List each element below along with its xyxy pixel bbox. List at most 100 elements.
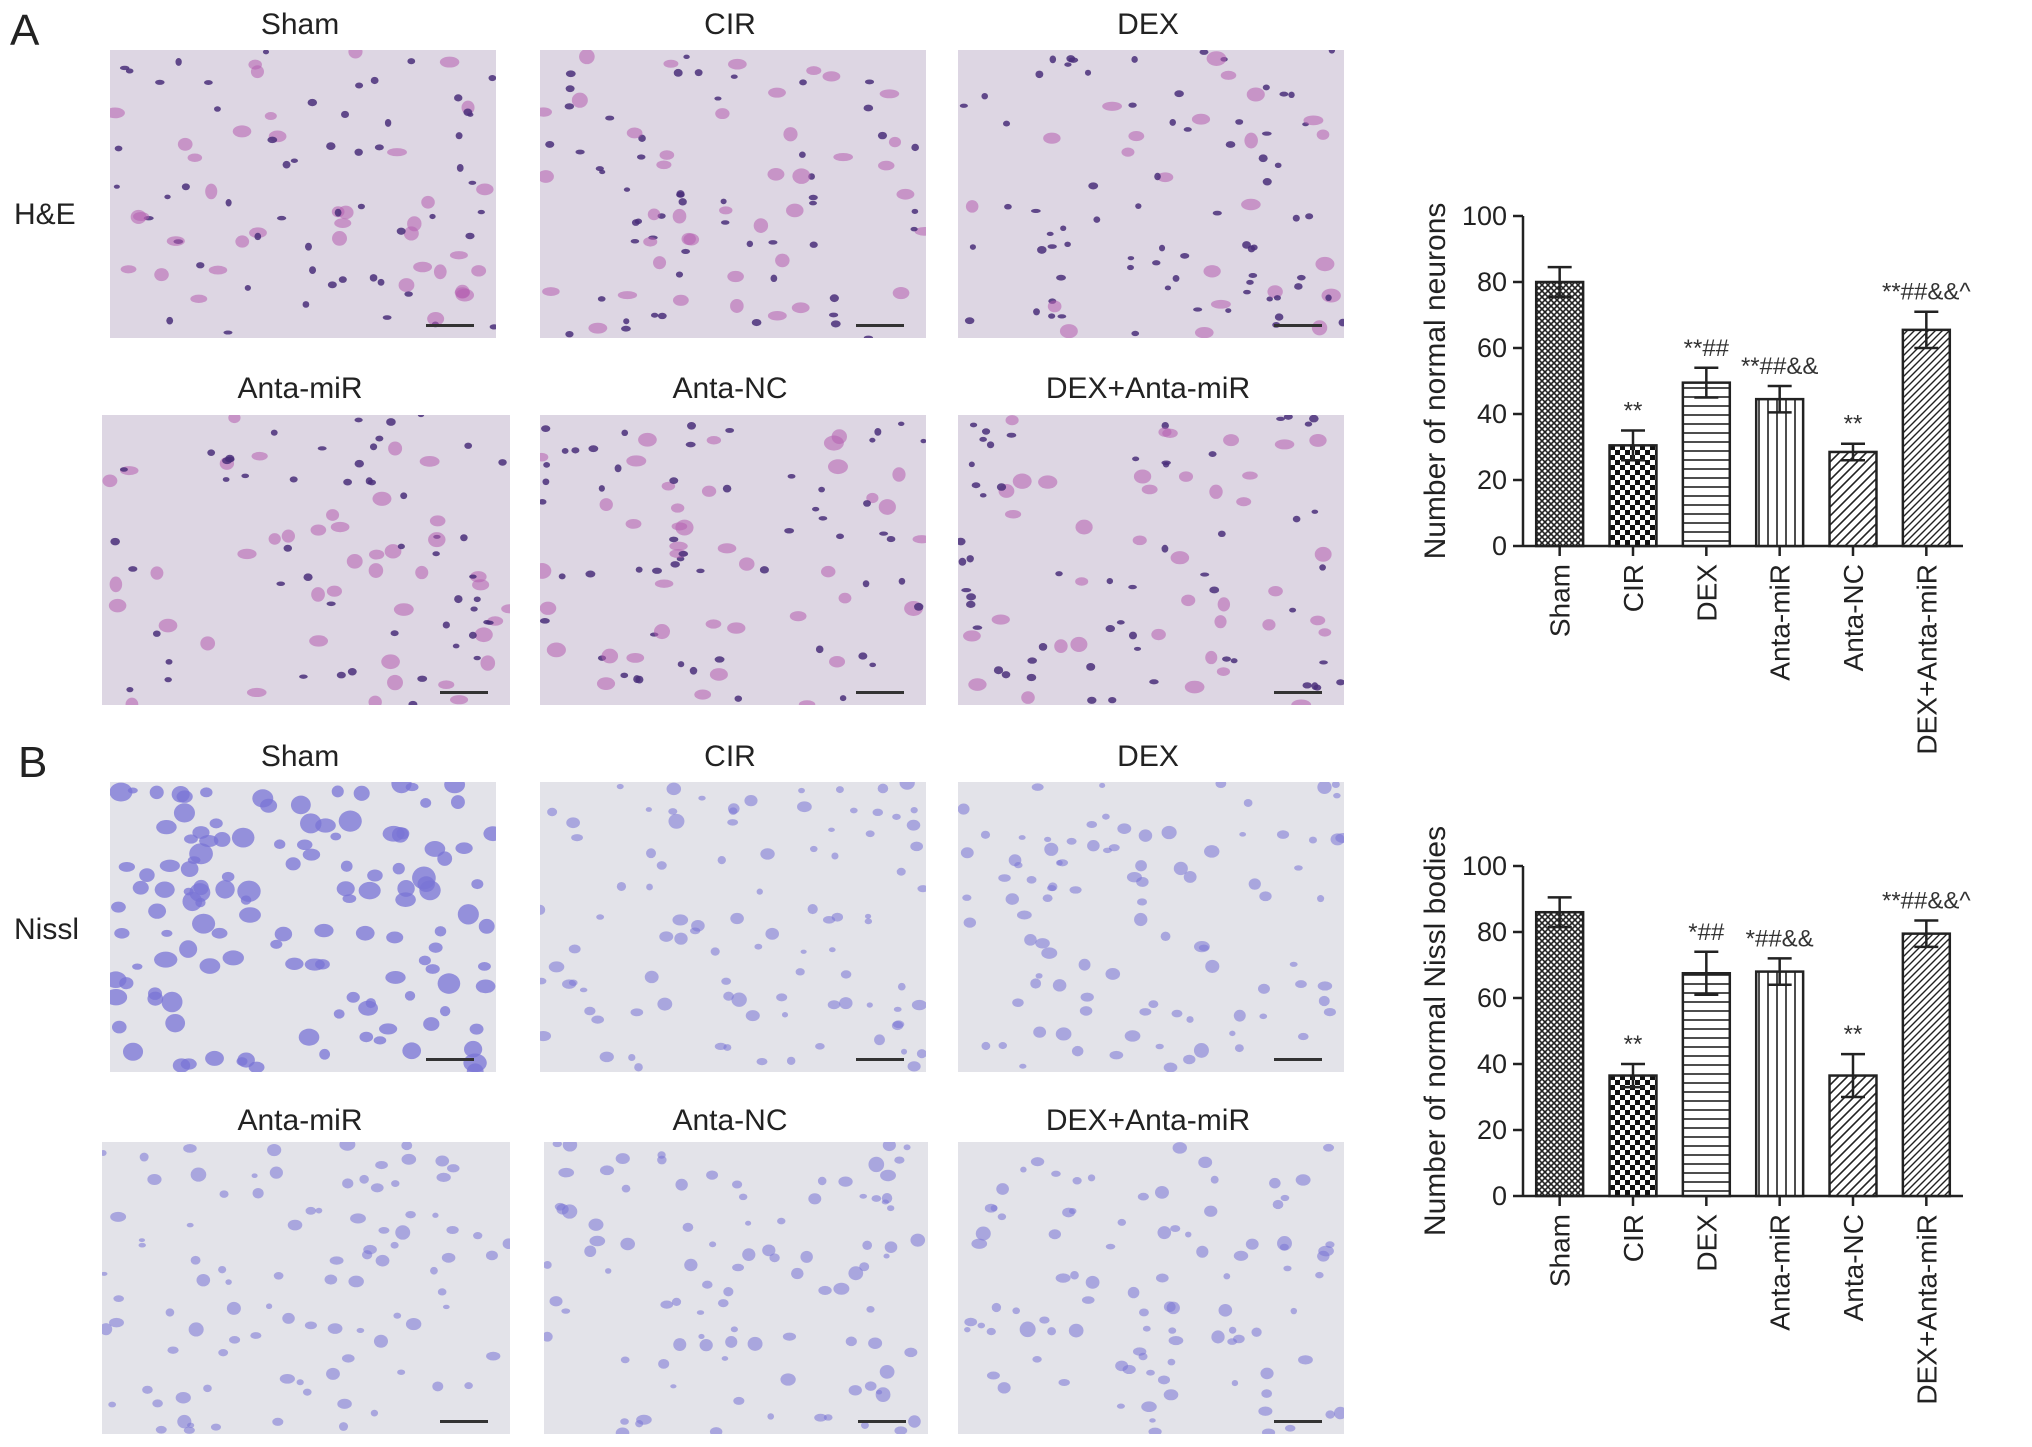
cell-mark [723, 991, 734, 1001]
cell-mark [964, 1326, 971, 1333]
cell-mark [661, 481, 676, 491]
cell-mark [367, 869, 383, 882]
significance-label: ** [1844, 411, 1863, 438]
cell-mark [990, 1204, 998, 1212]
cell-mark [635, 566, 643, 573]
cell-mark [1180, 252, 1190, 259]
cell-mark [623, 318, 630, 325]
cell-mark [1305, 213, 1314, 220]
cell-mark [326, 601, 336, 607]
cell-mark [222, 950, 244, 966]
cell-mark [1234, 1044, 1244, 1053]
cell-mark [830, 320, 841, 328]
cell-mark [236, 1057, 248, 1066]
cell-mark [669, 541, 688, 551]
cell-mark [599, 498, 613, 512]
cell-mark [887, 1205, 895, 1212]
cell-mark [1311, 509, 1319, 514]
error-bar [1621, 1062, 1645, 1089]
cell-mark [205, 1050, 224, 1066]
cell-mark [287, 1219, 303, 1231]
cell-mark [355, 925, 375, 941]
cell-mark [584, 1245, 597, 1258]
cell-mark [397, 1369, 406, 1375]
cell-mark [684, 1258, 698, 1272]
error-bar [1694, 366, 1719, 399]
cell-mark [722, 484, 732, 493]
cell-mark [1290, 1307, 1298, 1315]
cell-mark [561, 448, 569, 454]
cell-mark [175, 1391, 191, 1404]
cell-mark [407, 58, 416, 65]
cell-mark [1161, 825, 1177, 840]
cell-mark [681, 248, 691, 254]
cell-mark [1049, 55, 1057, 64]
cell-mark [1250, 244, 1258, 251]
cell-mark [1128, 131, 1145, 142]
cell-mark [808, 194, 818, 201]
cell-mark [730, 74, 738, 79]
cell-mark [657, 312, 667, 320]
cell-mark [161, 929, 173, 937]
cell-mark [833, 152, 853, 162]
cell-mark [400, 492, 408, 500]
cell-mark [865, 830, 875, 838]
cell-mark [620, 1356, 630, 1364]
cell-mark [814, 1413, 827, 1422]
cell-mark [111, 1020, 127, 1034]
cell-mark [1243, 289, 1251, 295]
cell-mark [1230, 658, 1238, 664]
cell-mark [721, 1356, 729, 1361]
cell-mark [486, 1351, 501, 1361]
cell-mark [730, 298, 744, 313]
cell-mark [437, 1288, 447, 1296]
cell-mark [659, 150, 675, 160]
cell-mark [382, 315, 392, 320]
cell-mark [1080, 992, 1094, 1002]
cell-mark [1205, 959, 1220, 973]
cell-mark [1193, 307, 1203, 312]
cell-mark [368, 695, 382, 705]
cell-mark [473, 596, 481, 603]
cell-mark [1170, 1225, 1181, 1233]
cell-mark [732, 1180, 743, 1189]
cell-mark [896, 188, 915, 200]
cell-mark [455, 842, 473, 854]
cell-mark [542, 478, 550, 486]
cell-mark [1261, 1389, 1273, 1398]
cell-mark [1048, 1229, 1061, 1240]
cell-mark [113, 184, 120, 189]
cell-mark [860, 1421, 869, 1429]
cell-mark [868, 1156, 885, 1173]
cell-mark [991, 614, 1010, 625]
cell-mark [562, 979, 577, 989]
cell-mark [188, 1322, 204, 1337]
cell-mark [346, 554, 363, 569]
scale-bar [1274, 324, 1322, 327]
cell-mark [218, 1265, 227, 1274]
cell-mark [1317, 981, 1333, 991]
cell-mark [1152, 260, 1161, 266]
cell-mark [1135, 203, 1142, 210]
cell-mark [1157, 172, 1174, 183]
cell-mark [615, 1427, 630, 1434]
cell-mark [544, 1261, 552, 1269]
bar [1901, 328, 1952, 548]
cell-mark [1262, 84, 1270, 91]
cell-mark [302, 848, 321, 861]
cell-mark [1033, 308, 1040, 316]
cell-mark [1132, 456, 1140, 462]
cell-mark [858, 652, 868, 660]
cell-mark [110, 782, 133, 802]
cell-mark [326, 142, 336, 151]
cell-mark [1244, 132, 1258, 149]
cell-mark [1079, 1006, 1093, 1016]
scale-bar [440, 1420, 488, 1423]
cell-mark [1302, 682, 1312, 689]
cell-mark [809, 241, 818, 248]
cell-mark [670, 503, 685, 513]
cell-mark [1193, 1042, 1209, 1058]
bar [1681, 972, 1732, 1198]
cell-mark [1127, 264, 1134, 271]
cell-mark [839, 997, 853, 1010]
